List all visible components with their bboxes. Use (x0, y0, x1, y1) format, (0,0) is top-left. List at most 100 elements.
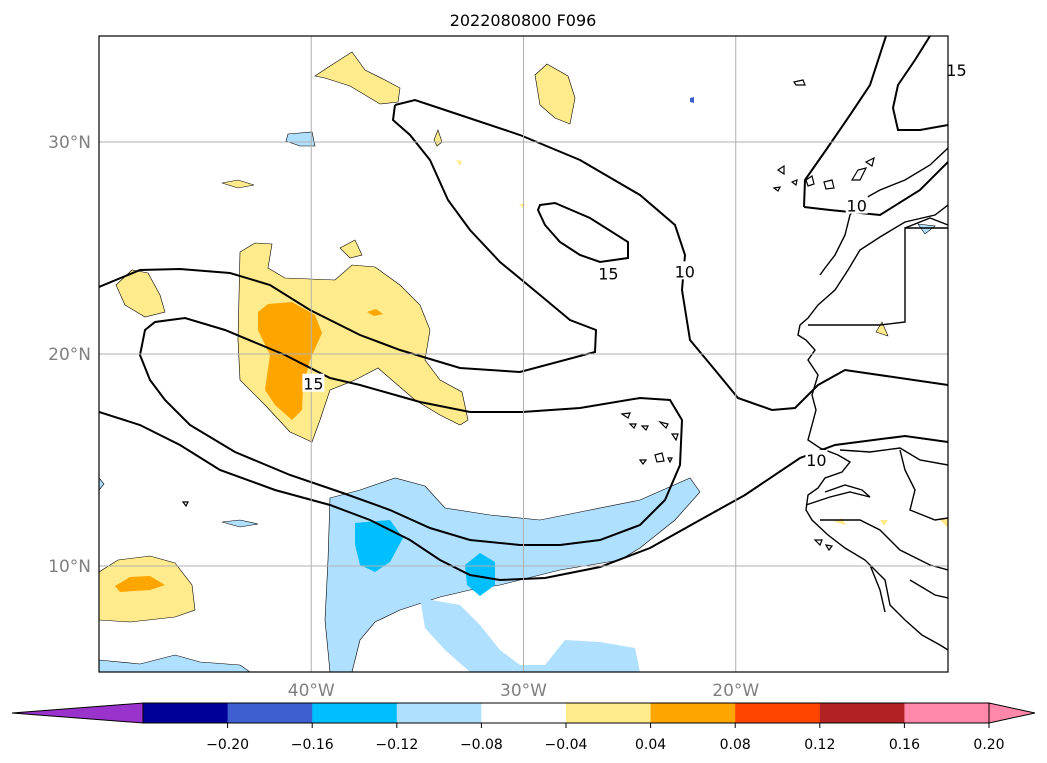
contour-label-halo (945, 59, 968, 78)
island (813, 539, 823, 547)
positive-anomaly-region (940, 518, 948, 528)
island (640, 425, 649, 432)
contour-line (99, 411, 948, 582)
colorbar-segment (566, 703, 652, 723)
strong-positive-anomaly-region (367, 309, 383, 316)
contour-label: 15 (598, 264, 618, 283)
border-line (820, 519, 948, 571)
colorbar-segment (312, 703, 398, 723)
contour-line (891, 36, 948, 131)
colorbar-tick-label: 0.20 (973, 737, 1004, 753)
island (850, 167, 868, 181)
positive-anomaly-region (433, 129, 443, 147)
positive-anomaly-fills (99, 51, 948, 623)
contour-label-halo (805, 450, 828, 468)
positive-anomaly-region (519, 204, 525, 208)
island (823, 179, 835, 190)
positive-anomaly-region (880, 520, 888, 526)
contour-lines (99, 36, 948, 582)
longitude-labels: 40°W 30°W 20°W (288, 681, 760, 701)
longitude-label: 40°W (288, 681, 335, 701)
positive-anomaly-region (534, 63, 576, 125)
contour-label: 10 (806, 451, 826, 470)
colorbar-segment (396, 703, 482, 723)
contour-label-halo (845, 195, 868, 214)
map-area (99, 36, 948, 672)
colorbar-segment (481, 703, 567, 723)
map-title: 2022080800 F096 (450, 11, 597, 30)
contour-label-halo (673, 261, 696, 280)
latitude-label: 30°N (48, 133, 91, 153)
contour-line (803, 161, 948, 217)
latitude-label: 20°N (48, 345, 91, 365)
border-line (899, 449, 948, 521)
strong-positive-anomaly-region (258, 302, 322, 420)
island (654, 452, 665, 463)
border-line (808, 227, 948, 326)
island (776, 164, 785, 176)
island (864, 156, 875, 167)
contour-line (803, 36, 887, 208)
strong-positive-anomaly-region (115, 576, 165, 592)
contour-label: 15 (946, 61, 966, 80)
island (628, 423, 637, 430)
latitude-label: 10°N (48, 557, 91, 577)
border-line (869, 564, 886, 613)
positive-anomaly-region (314, 51, 401, 105)
border-line (839, 447, 948, 466)
colorbar-tick-label: 0.04 (635, 737, 666, 753)
colorbar-segment (650, 703, 736, 723)
island (670, 433, 679, 442)
contour-line (99, 104, 598, 374)
colorbar-segment (735, 703, 821, 723)
island (658, 420, 669, 430)
negative-anomaly-region (221, 519, 259, 528)
colorbar-tick-label: 0.08 (720, 737, 751, 753)
island (772, 186, 782, 192)
negative-anomaly-region (99, 477, 105, 491)
latitude-labels: 30°N 20°N 10°N (48, 133, 91, 577)
colorbar-under-arrow (11, 702, 144, 724)
colorbar-segment (904, 703, 989, 723)
contour-label: 10 (675, 262, 695, 281)
colorbar-segment (819, 703, 905, 723)
island (805, 175, 815, 187)
colorbar-segment (227, 703, 313, 723)
colorbar: −0.20 −0.16 −0.12 −0.08 −0.04 0.04 0.08 0.12 0.1… (11, 702, 1036, 753)
positive-anomaly-region (115, 269, 166, 318)
strong-negative-anomaly-region (355, 520, 403, 572)
coastlines (797, 147, 948, 651)
island (790, 179, 798, 187)
contour-label-halo (597, 263, 620, 282)
contour-labels: 15 10 15 10 15 10 (302, 59, 968, 470)
strong-negative-anomaly-region (690, 97, 694, 103)
island (793, 79, 806, 86)
positive-anomaly-region (221, 179, 255, 189)
island (181, 501, 189, 508)
negative-anomaly-region (285, 131, 316, 147)
colorbar-tick-label: 0.16 (889, 737, 920, 753)
colorbar-tick-label: −0.04 (545, 737, 588, 753)
coastline-detail (805, 484, 871, 506)
colorbar-tick-label: −0.08 (460, 737, 503, 753)
negative-anomaly-region (917, 223, 936, 235)
island (638, 459, 648, 465)
border-line (909, 579, 948, 599)
contour-label: 15 (303, 375, 323, 394)
negative-anomaly-region (324, 477, 701, 672)
gridlines (99, 36, 948, 672)
contour-label: 10 (847, 197, 867, 216)
colorbar-tick-label: −0.16 (291, 737, 334, 753)
contour-line (536, 201, 629, 264)
negative-anomaly-region (99, 654, 251, 672)
negative-anomaly-fills (99, 97, 936, 672)
colorbar-tick-label: 0.12 (804, 737, 835, 753)
map-frame (98, 35, 949, 673)
island (824, 544, 834, 552)
contour-label-halo (302, 373, 325, 392)
border-line (904, 217, 948, 229)
colorbar-segment (143, 703, 229, 723)
positive-anomaly-region (875, 321, 889, 337)
island (667, 457, 673, 464)
contour-line (138, 316, 684, 546)
